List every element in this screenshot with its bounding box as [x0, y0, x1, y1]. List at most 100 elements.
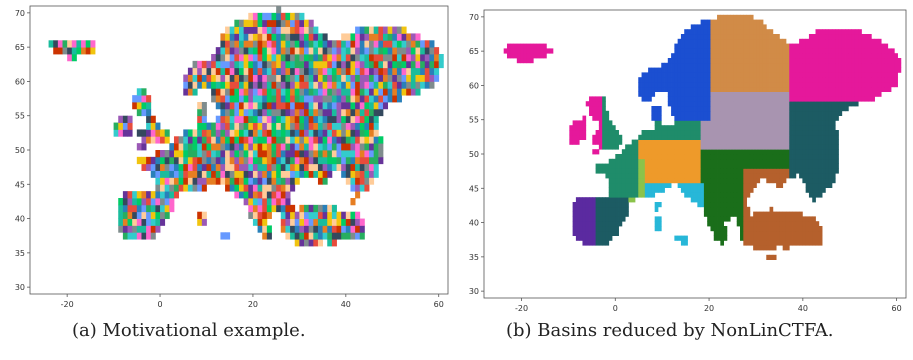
region-cell: [782, 226, 787, 232]
region-cell: [753, 29, 757, 35]
region-cell: [831, 173, 836, 179]
region-cell: [740, 115, 744, 121]
region-cell: [782, 86, 787, 92]
region-cell: [280, 115, 286, 123]
region-cell: [815, 158, 820, 164]
region-cell: [684, 158, 688, 164]
region-cell: [831, 120, 836, 126]
region-cell: [743, 187, 747, 193]
region-cell: [671, 125, 675, 131]
region-cell: [851, 58, 856, 64]
region-cell: [641, 139, 646, 145]
region-cell: [799, 235, 803, 241]
region-cell: [720, 110, 724, 116]
region-cell: [638, 187, 642, 193]
region-cell: [589, 101, 593, 107]
region-cell: [749, 144, 754, 150]
region-cell: [891, 72, 895, 78]
region-cell: [644, 91, 649, 97]
region-cell: [615, 154, 619, 160]
region-cell: [703, 211, 708, 217]
region-cell: [122, 198, 128, 206]
region-cell: [164, 170, 170, 178]
region-cell: [644, 72, 649, 78]
region-cell: [861, 82, 866, 88]
region-cell: [262, 33, 268, 41]
region-cell: [759, 91, 764, 97]
y-tick-label: 45: [15, 180, 25, 189]
region-cell: [608, 144, 613, 150]
region-cell: [234, 122, 240, 130]
region-cell: [851, 67, 856, 73]
region-cell: [772, 67, 777, 73]
region-cell: [178, 136, 184, 144]
region-cell: [631, 144, 636, 150]
region-cell: [341, 60, 347, 69]
region-cell: [815, 178, 820, 184]
region-cell: [690, 29, 695, 35]
region-cell: [510, 48, 514, 54]
region-cell: [700, 86, 705, 92]
region-cell: [313, 218, 319, 226]
region-cell: [595, 206, 600, 212]
region-cell: [710, 206, 715, 212]
region-cell: [703, 197, 708, 203]
region-cell: [304, 218, 310, 226]
region-cell: [789, 91, 793, 97]
region-cell: [887, 58, 892, 64]
region-cell: [769, 29, 774, 35]
region-cell: [799, 43, 803, 49]
region-cell: [720, 202, 724, 208]
region-cell: [684, 134, 688, 140]
region-cell: [815, 77, 820, 83]
region-cell: [359, 143, 365, 151]
region-cell: [657, 168, 662, 174]
region-cell: [835, 115, 839, 121]
region-cell: [598, 226, 603, 232]
region-cell: [211, 122, 217, 130]
region-cell: [294, 74, 300, 82]
region-cell: [654, 125, 659, 131]
region-cell: [605, 202, 610, 208]
region-cell: [671, 101, 675, 107]
region-cell: [146, 122, 152, 130]
region-cell: [680, 240, 685, 246]
region-cell: [700, 67, 705, 73]
region-cell: [654, 163, 659, 169]
region-cell: [651, 77, 656, 83]
region-cell: [648, 130, 652, 136]
region-cell: [700, 158, 705, 164]
region-cell: [720, 48, 724, 54]
region-cell: [569, 130, 574, 136]
region-cell: [802, 101, 807, 107]
region-cell: [359, 218, 365, 226]
region-cell: [828, 53, 833, 59]
region-cell: [641, 163, 646, 169]
region-cell: [789, 120, 793, 126]
region-cell: [322, 204, 328, 213]
region-cell: [831, 106, 836, 112]
region-cell: [759, 211, 764, 217]
region-cell: [220, 150, 226, 158]
region-cell: [831, 130, 836, 136]
region-cell: [160, 177, 166, 185]
region-cell: [308, 19, 314, 27]
region-cell: [280, 218, 286, 226]
x-tick-label: 60: [434, 300, 444, 309]
region-cell: [641, 173, 646, 179]
region-cell: [726, 163, 731, 169]
region-cell: [220, 129, 226, 137]
region-cell: [871, 77, 875, 83]
region-cell: [401, 47, 407, 55]
region-cell: [776, 154, 780, 160]
region-cell: [720, 24, 724, 30]
region-cell: [336, 143, 342, 151]
region-cell: [762, 125, 767, 131]
region-cell: [789, 110, 793, 116]
region-cell: [792, 58, 797, 64]
region-cell: [359, 81, 365, 89]
region-cell: [874, 67, 879, 73]
region-cell: [197, 163, 203, 171]
region-cell: [506, 53, 511, 59]
region-cell: [726, 24, 731, 30]
